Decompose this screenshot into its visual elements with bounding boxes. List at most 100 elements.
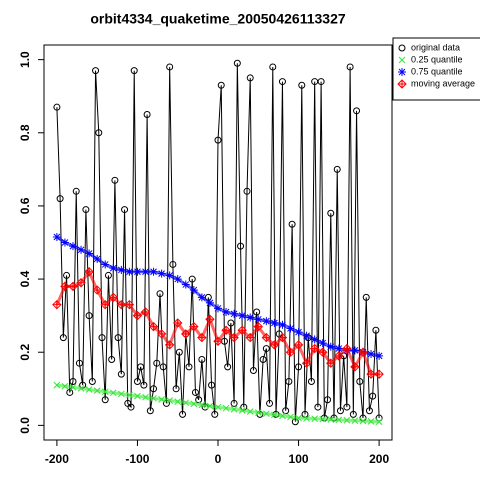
marker xyxy=(269,63,277,71)
marker xyxy=(293,340,304,350)
marker xyxy=(333,165,341,173)
marker xyxy=(173,275,182,284)
marker-circle xyxy=(259,356,267,364)
legend-label: 0.25 quantile xyxy=(411,54,463,64)
marker xyxy=(302,331,311,340)
marker-stroke xyxy=(101,388,109,396)
marker xyxy=(271,411,278,419)
marker-circle xyxy=(288,220,296,228)
marker xyxy=(69,242,77,251)
marker-circle xyxy=(88,377,96,385)
marker xyxy=(249,367,257,375)
marker-stroke xyxy=(53,381,61,389)
marker xyxy=(350,362,360,372)
marker-circle xyxy=(72,187,80,195)
marker-stroke xyxy=(109,389,117,397)
marker xyxy=(142,393,149,401)
marker xyxy=(88,377,96,385)
marker xyxy=(277,332,288,343)
marker xyxy=(198,401,206,409)
marker-circle xyxy=(317,78,325,86)
marker xyxy=(367,417,375,425)
marker-circle xyxy=(150,385,158,393)
marker xyxy=(230,309,239,318)
marker-circle xyxy=(227,319,235,327)
marker-stroke xyxy=(174,398,182,405)
marker-stroke xyxy=(142,393,149,401)
marker xyxy=(286,324,295,333)
marker xyxy=(287,413,294,421)
marker xyxy=(343,416,351,424)
marker-stroke xyxy=(126,391,133,399)
marker xyxy=(52,299,62,310)
marker-circle xyxy=(130,67,138,75)
marker xyxy=(238,407,246,414)
y-tick-label: 0.4 xyxy=(18,270,32,287)
marker xyxy=(222,404,230,412)
marker xyxy=(132,310,143,321)
marker-circle xyxy=(169,260,177,268)
marker xyxy=(133,267,142,276)
marker xyxy=(190,400,198,408)
marker xyxy=(301,358,312,368)
marker xyxy=(189,321,199,332)
marker-circle xyxy=(95,129,103,137)
y-tick-label: 0.2 xyxy=(18,344,32,361)
marker-stroke xyxy=(69,383,77,391)
marker xyxy=(85,249,94,258)
marker xyxy=(261,332,272,343)
marker-circle xyxy=(63,271,71,279)
marker xyxy=(197,332,207,343)
marker xyxy=(172,385,180,393)
marker xyxy=(205,314,215,325)
marker-circle xyxy=(356,377,364,385)
marker xyxy=(266,399,274,407)
marker xyxy=(175,348,183,356)
marker xyxy=(246,74,254,82)
marker xyxy=(93,387,101,394)
marker xyxy=(327,209,335,217)
marker xyxy=(101,396,109,404)
marker xyxy=(85,312,93,320)
marker-circle xyxy=(224,363,232,371)
marker xyxy=(140,381,148,389)
marker xyxy=(156,329,167,339)
marker xyxy=(116,299,127,310)
marker xyxy=(335,416,343,424)
marker-circle xyxy=(353,107,361,115)
marker xyxy=(60,238,69,247)
marker xyxy=(109,264,118,273)
marker-circle xyxy=(369,392,377,400)
marker-stroke xyxy=(375,418,383,426)
marker xyxy=(133,377,141,385)
marker xyxy=(295,414,302,422)
marker xyxy=(150,385,158,393)
marker-circle xyxy=(298,81,306,89)
marker xyxy=(334,351,344,361)
marker-circle xyxy=(362,293,370,301)
marker-circle xyxy=(346,63,354,71)
marker xyxy=(101,388,109,396)
marker-circle xyxy=(343,403,351,411)
legend-label: moving average xyxy=(411,78,475,88)
marker-circle xyxy=(282,407,290,415)
marker xyxy=(137,363,145,371)
marker-circle xyxy=(208,381,216,389)
marker xyxy=(75,359,83,367)
marker-circle xyxy=(266,399,274,407)
marker-circle xyxy=(146,407,154,415)
marker xyxy=(214,136,222,144)
marker xyxy=(369,392,377,400)
marker-stroke xyxy=(295,414,302,422)
marker xyxy=(191,388,199,396)
marker xyxy=(319,415,327,423)
marker xyxy=(358,347,368,357)
marker xyxy=(229,332,239,343)
marker xyxy=(227,319,235,327)
marker xyxy=(253,321,263,332)
marker xyxy=(343,403,351,411)
marker xyxy=(77,245,86,254)
marker-circle xyxy=(117,370,125,378)
marker xyxy=(98,334,106,342)
marker xyxy=(100,299,110,310)
